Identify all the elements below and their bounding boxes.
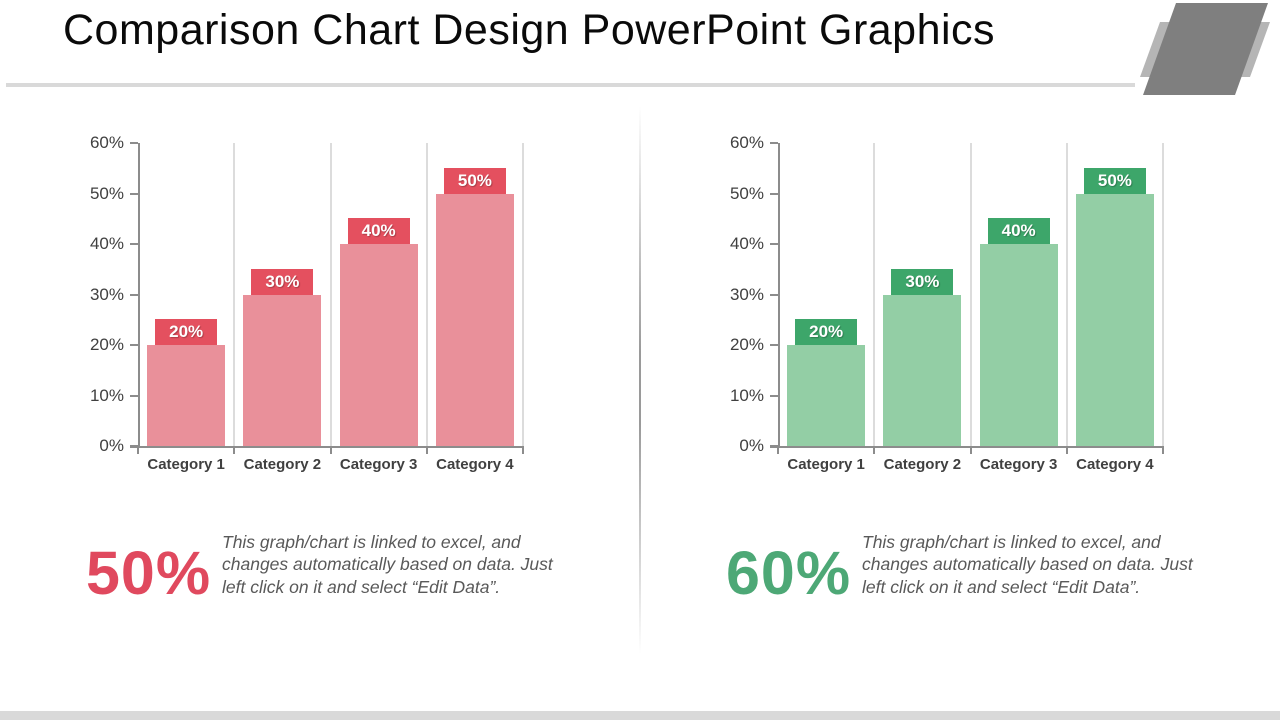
x-axis-tick [777,446,779,454]
left-chart-panel: 0% 10% 20% 30% 40% 50% 60% 20% Category 1 30% Cate… [60,133,580,607]
x-axis-line [770,446,1163,448]
y-axis-line [138,143,140,446]
page-title: Comparison Chart Design PowerPoint Graph… [63,6,996,54]
corner-decoration [1140,3,1270,95]
y-axis-tick [770,293,778,296]
right-chart-panel: 0% 10% 20% 30% 40% 50% 60% 20% Category 1 30% Cate… [640,0,1280,720]
y-axis-tick-label: 0% [99,436,124,455]
charts-divider [639,106,641,654]
bar-chart-right[interactable]: 0% 10% 20% 30% 40% 50% 60% 20% Category 1 30% Cate… [700,133,1220,485]
category-gridline [1065,143,1068,446]
y-axis-tick [770,394,778,397]
x-axis-tick [137,446,139,454]
stat-description: This graph/chart is linked to excel, and… [222,532,553,597]
y-axis-tick [770,142,778,144]
category-gridline [873,143,876,446]
category-gridline [425,143,428,446]
category-gridline [522,143,524,446]
bar [787,345,866,446]
x-axis-line [130,446,523,448]
bar-chart-left[interactable]: 0% 10% 20% 30% 40% 50% 60% 20% Category 1 30% Cate… [60,133,580,485]
bar [1075,193,1154,446]
x-axis-tick [425,446,428,454]
stat-value: 60% [726,539,852,607]
bar-value-label: 40% [347,218,410,244]
y-axis-tick [130,192,138,195]
y-axis-tick-label: 20% [89,335,124,354]
bar-value-label: 50% [1083,167,1146,194]
category-gridline [233,143,236,446]
y-axis-tick-label: 20% [729,335,764,354]
bar-value-label: 20% [155,319,218,345]
x-axis-tick [1162,446,1164,454]
title-underline [6,83,1135,87]
category-label: Category 3 [979,456,1058,473]
category-label: Category 2 [243,456,322,473]
x-axis-tick [969,446,972,454]
bar [979,244,1058,446]
y-axis-tick [130,344,138,346]
x-axis-tick [873,446,876,454]
category-label: Category 1 [787,456,865,473]
y-axis-tick [130,142,138,144]
bar-value-label: 30% [891,268,954,295]
category-label: Category 2 [883,456,962,473]
category-label: Category 1 [147,456,225,473]
bottom-accent-bar [0,711,1280,720]
bar [435,193,514,446]
y-axis-tick [130,293,138,296]
bar [339,244,418,446]
category-label: Category 3 [339,456,418,473]
bar [883,294,962,446]
y-axis-tick-label: 50% [89,183,124,203]
x-axis-tick [329,446,332,454]
y-axis-tick-label: 10% [729,385,764,405]
bar [147,345,226,446]
y-axis-tick-label: 10% [89,385,124,405]
y-axis-line [778,143,780,446]
bar-value-label: 30% [251,268,314,295]
y-axis-tick-label: 50% [729,183,764,203]
y-axis-tick [130,394,138,397]
x-axis-tick [522,446,524,454]
y-axis-tick-label: 40% [729,234,764,253]
bar-value-label: 50% [443,167,506,194]
y-axis-tick-label: 30% [89,284,124,304]
y-axis-tick-label: 40% [89,234,124,253]
category-gridline [969,143,972,446]
y-axis-tick [770,344,778,346]
bar [243,294,322,446]
bar-value-label: 40% [987,218,1050,244]
y-axis-tick [770,243,778,245]
x-axis-tick [233,446,236,454]
y-axis-tick [770,192,778,195]
y-axis-tick-label: 0% [739,436,764,455]
parallelogram-front-shape [1143,3,1268,95]
y-axis-tick-label: 60% [89,133,124,152]
stat-value: 50% [86,539,212,607]
category-gridline [1162,143,1164,446]
category-label: Category 4 [436,456,514,473]
category-gridline [329,143,332,446]
y-axis-tick [130,243,138,245]
x-axis-tick [1065,446,1068,454]
y-axis-tick-label: 30% [729,284,764,304]
y-axis-tick-label: 60% [729,133,764,152]
stat-description: This graph/chart is linked to excel, and… [862,532,1193,597]
category-label: Category 4 [1076,456,1154,473]
bar-value-label: 20% [795,319,858,345]
